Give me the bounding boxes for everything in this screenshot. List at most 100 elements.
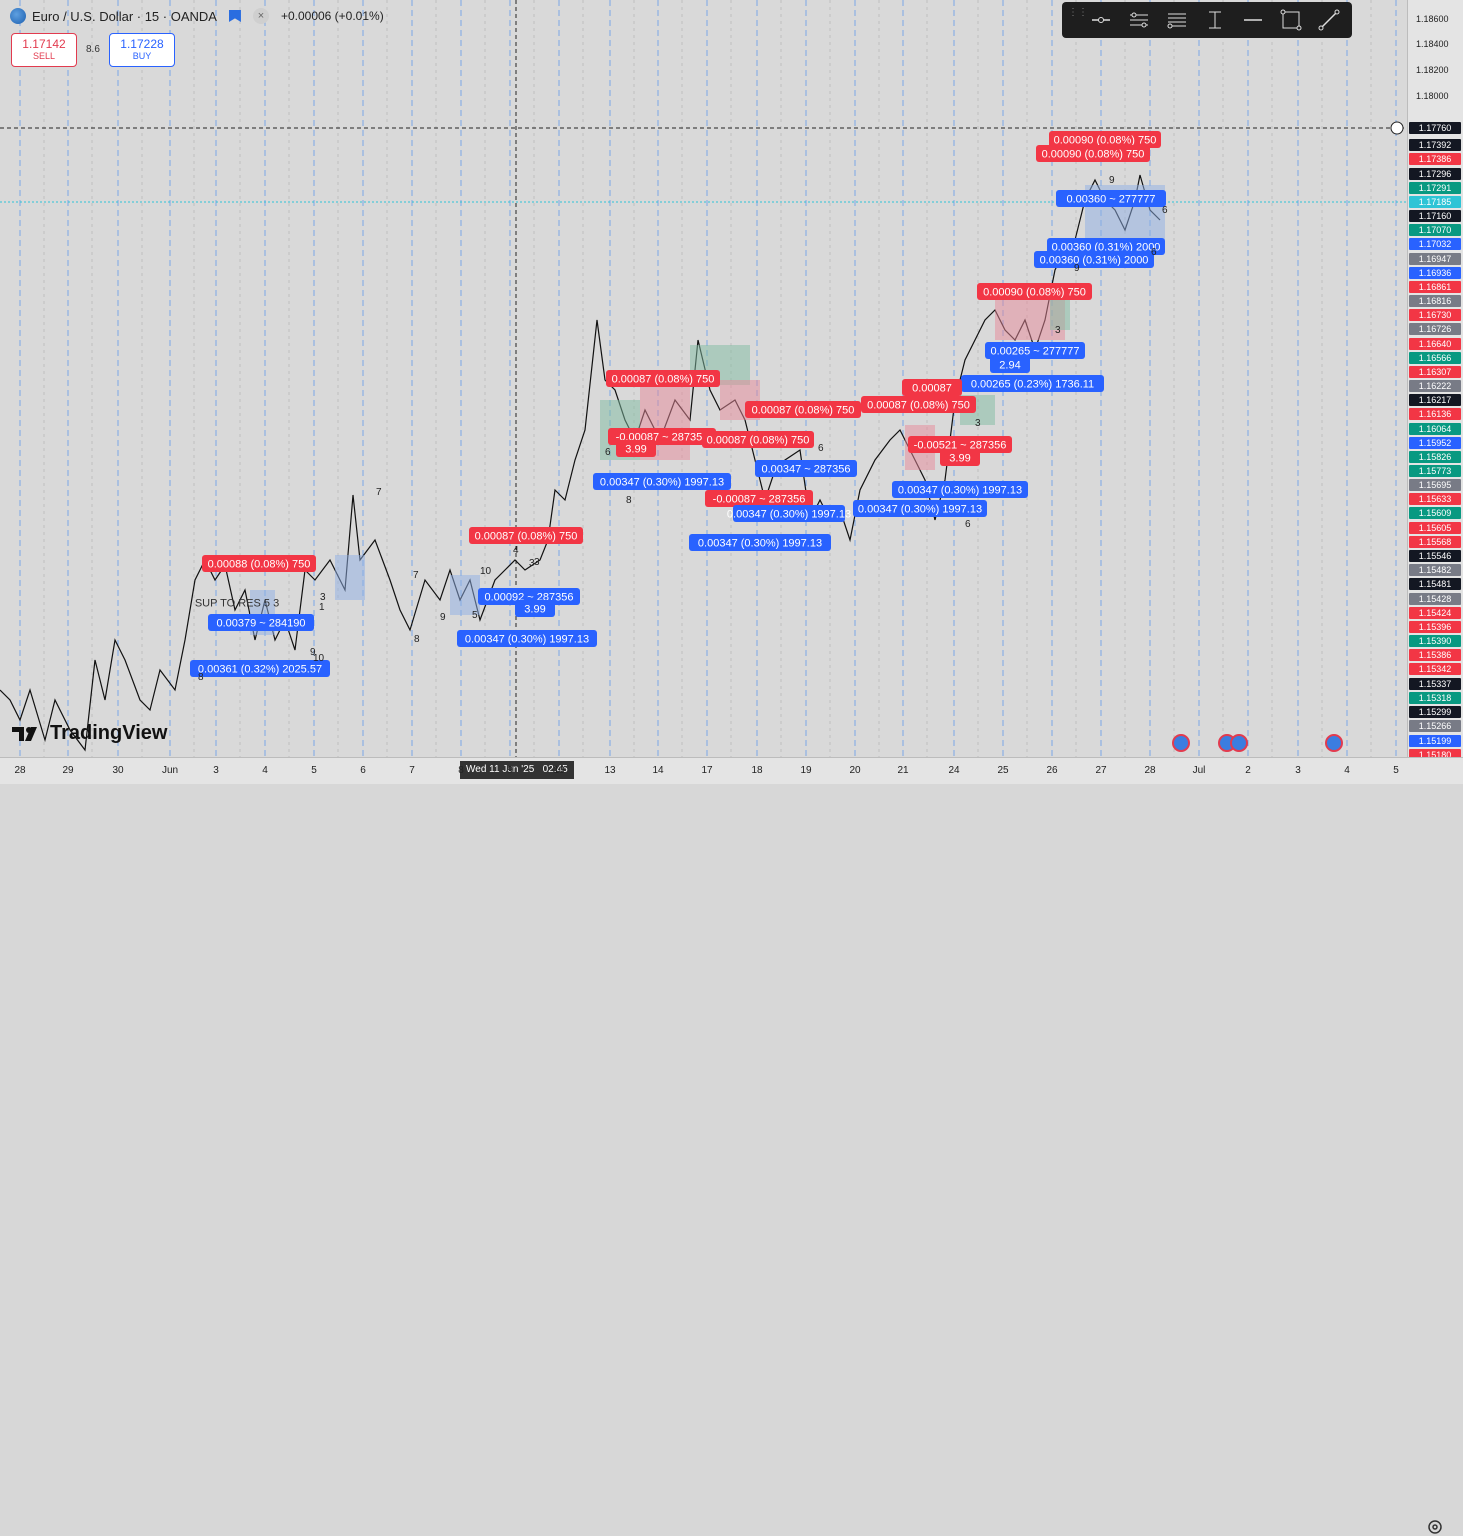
trade-annotation[interactable]: 0.00347 (0.30%) 1997.13: [689, 534, 831, 551]
time-tick-label: 9: [507, 765, 513, 776]
rectangle-icon[interactable]: [1276, 6, 1306, 34]
trade-annotation[interactable]: 3.99: [515, 600, 555, 617]
price-tick-label: 1.18600: [1416, 14, 1449, 24]
price-label-badge: 1.15390: [1409, 635, 1461, 647]
trade-annotation[interactable]: 0.00087 (0.08%) 750: [745, 401, 861, 418]
annotation-badge: [908, 436, 1012, 453]
trade-annotation[interactable]: -0.00087 ~ 287356: [705, 490, 813, 507]
trade-annotation[interactable]: 0.00360 (0.31%) 2000: [1034, 251, 1154, 268]
annotation-badge: [1047, 238, 1165, 255]
trade-annotation[interactable]: 0.00087 (0.08%) 750: [861, 396, 976, 413]
settings-gear-icon[interactable]: [1426, 1518, 1444, 1536]
trade-annotation[interactable]: 0.00090 (0.08%) 750: [977, 283, 1092, 300]
trade-annotation[interactable]: 0.00347 ~ 287356: [755, 460, 857, 477]
trade-annotation[interactable]: 0.00088 (0.08%) 750: [202, 555, 316, 572]
price-tick-label: 1.18000: [1416, 91, 1449, 101]
annotation-badge: [1049, 131, 1161, 148]
price-axis[interactable]: 1.18600 1.18400 1.18200 1.18000 1.17760 1.173…: [1407, 0, 1463, 761]
trade-annotation[interactable]: 0.00087 (0.08%) 750: [606, 370, 720, 387]
price-line[interactable]: [0, 174, 1161, 752]
fib-retracement-icon[interactable]: [1162, 6, 1192, 34]
grip-icon[interactable]: ⋮⋮: [1068, 7, 1088, 18]
trend-line-icon[interactable]: [1314, 6, 1344, 34]
trade-annotation[interactable]: 0.00347 (0.30%) 1997.13: [853, 500, 987, 517]
trade-annotation[interactable]: 0.00361 (0.32%) 2025.57: [190, 660, 330, 677]
annotation-badge: [733, 505, 845, 522]
price-label-badge: 1.15546: [1409, 550, 1461, 562]
trade-annotation[interactable]: 0.00265 ~ 277777: [985, 342, 1085, 359]
wave-count-label: 3: [975, 418, 981, 429]
annotation-badge: [190, 660, 330, 677]
price-plot[interactable]: 0.00090 (0.08%) 750 0.00090 (0.08%) 750 0.…: [0, 0, 1407, 757]
price-label-badge: 1.15342: [1409, 663, 1461, 675]
trade-annotation[interactable]: 2.94: [990, 356, 1030, 373]
price-label-badge: 1.15482: [1409, 564, 1461, 576]
annotation-badge: [1056, 190, 1166, 207]
economic-event-icon[interactable]: [1230, 734, 1248, 752]
trade-annotation[interactable]: 0.00347 (0.30%) 1997.13: [457, 630, 597, 647]
time-tick-label: 19: [800, 765, 812, 776]
trade-annotation[interactable]: 3.99: [616, 440, 656, 457]
globe-icon[interactable]: [10, 8, 26, 24]
trade-annotation[interactable]: 0.00087: [902, 379, 962, 396]
spread-value: 8.6: [86, 44, 100, 55]
annotation-badge: [606, 370, 720, 387]
wave-count-label: 9: [310, 647, 316, 658]
annotation-text: 0.00087 (0.08%) 750: [752, 405, 855, 417]
position-zone[interactable]: [450, 575, 480, 615]
annotation-text: 0.00347 (0.30%) 1997.13: [727, 509, 851, 521]
trade-annotation[interactable]: 0.00347 (0.30%) 1997.13: [727, 505, 851, 522]
wave-count-label: 3: [320, 592, 326, 603]
horizontal-ray-icon[interactable]: [1086, 6, 1116, 34]
symbol-title[interactable]: Euro / U.S. Dollar · 15 · OANDA: [32, 8, 217, 24]
trade-annotation[interactable]: 3.99: [940, 449, 980, 466]
trade-annotation[interactable]: 0.00347 (0.30%) 1997.13: [593, 473, 731, 490]
chart-pane[interactable]: 0.00090 (0.08%) 750 0.00090 (0.08%) 750 0.…: [0, 0, 1407, 757]
tradingview-logo[interactable]: TradingView: [12, 722, 167, 745]
close-icon[interactable]: ×: [252, 8, 269, 24]
trade-annotation[interactable]: 0.00090 (0.08%) 750: [1049, 131, 1161, 148]
price-label-badge: 1.17386: [1409, 153, 1461, 165]
economic-event-icon[interactable]: [1325, 734, 1343, 752]
time-axis[interactable]: Wed 11 Jun '25 02:45 28 29 30 Jun 3 4 5 6 7 8 9 10 1…: [0, 757, 1463, 1534]
trade-annotation[interactable]: 0.00090 (0.08%) 750: [1036, 145, 1150, 162]
position-zone[interactable]: [335, 555, 365, 600]
trade-annotation[interactable]: 0.00360 ~ 277777: [1056, 190, 1166, 207]
trade-annotation[interactable]: SUP TO RES 5 3: [195, 598, 279, 610]
price-label-badge: 1.16947: [1409, 253, 1461, 265]
trade-annotation[interactable]: 0.00379 ~ 284190: [208, 614, 314, 631]
buy-button[interactable]: 1.17228 BUY: [109, 33, 175, 67]
time-tick-label: 8: [458, 765, 464, 776]
economic-event-icon[interactable]: [1172, 734, 1190, 752]
price-label-badge: 1.15952: [1409, 437, 1461, 449]
trade-annotation[interactable]: 0.00265 (0.23%) 1736.11: [961, 375, 1104, 392]
annotation-text: 0.00090 (0.08%) 750: [983, 287, 1086, 299]
add-level-icon[interactable]: [1390, 121, 1404, 135]
trade-annotation[interactable]: 0.00347 (0.30%) 1997.13: [892, 481, 1028, 498]
annotation-text: 3.99: [625, 444, 646, 456]
price-label-badge: 1.16816: [1409, 295, 1461, 307]
annotation-text: 0.00360 ~ 277777: [1066, 194, 1155, 206]
price-label-badge: 1.16217: [1409, 394, 1461, 406]
time-tick-label: 5: [311, 765, 317, 776]
annotation-badge: [961, 375, 1104, 392]
trade-annotation[interactable]: 0.00087 (0.08%) 750: [702, 431, 814, 448]
time-tick-label: 7: [409, 765, 415, 776]
trade-annotation[interactable]: 0.00360 (0.31%) 2000: [1047, 238, 1165, 255]
trade-annotation[interactable]: -0.00521 ~ 287356: [908, 436, 1012, 453]
annotation-badge: [1034, 251, 1154, 268]
price-label-badge: 1.17392: [1409, 139, 1461, 151]
time-tick-label: 14: [652, 765, 664, 776]
wave-count-label: 6: [1151, 247, 1157, 258]
time-tick-label: 24: [948, 765, 960, 776]
line-icon[interactable]: [1238, 6, 1268, 34]
date-range-icon[interactable]: [1200, 6, 1230, 34]
trade-annotation[interactable]: 0.00087 (0.08%) 750: [469, 527, 583, 544]
time-cursor-label: Wed 11 Jun '25 02:45: [460, 761, 574, 779]
sell-button[interactable]: 1.17142 SELL: [11, 33, 77, 67]
flag-icon[interactable]: [228, 10, 241, 22]
parallel-channel-icon[interactable]: [1124, 6, 1154, 34]
price-label-badge: 1.15481: [1409, 578, 1461, 590]
wave-count-label: 7: [413, 570, 419, 581]
annotation-text: 2.94: [999, 360, 1020, 372]
